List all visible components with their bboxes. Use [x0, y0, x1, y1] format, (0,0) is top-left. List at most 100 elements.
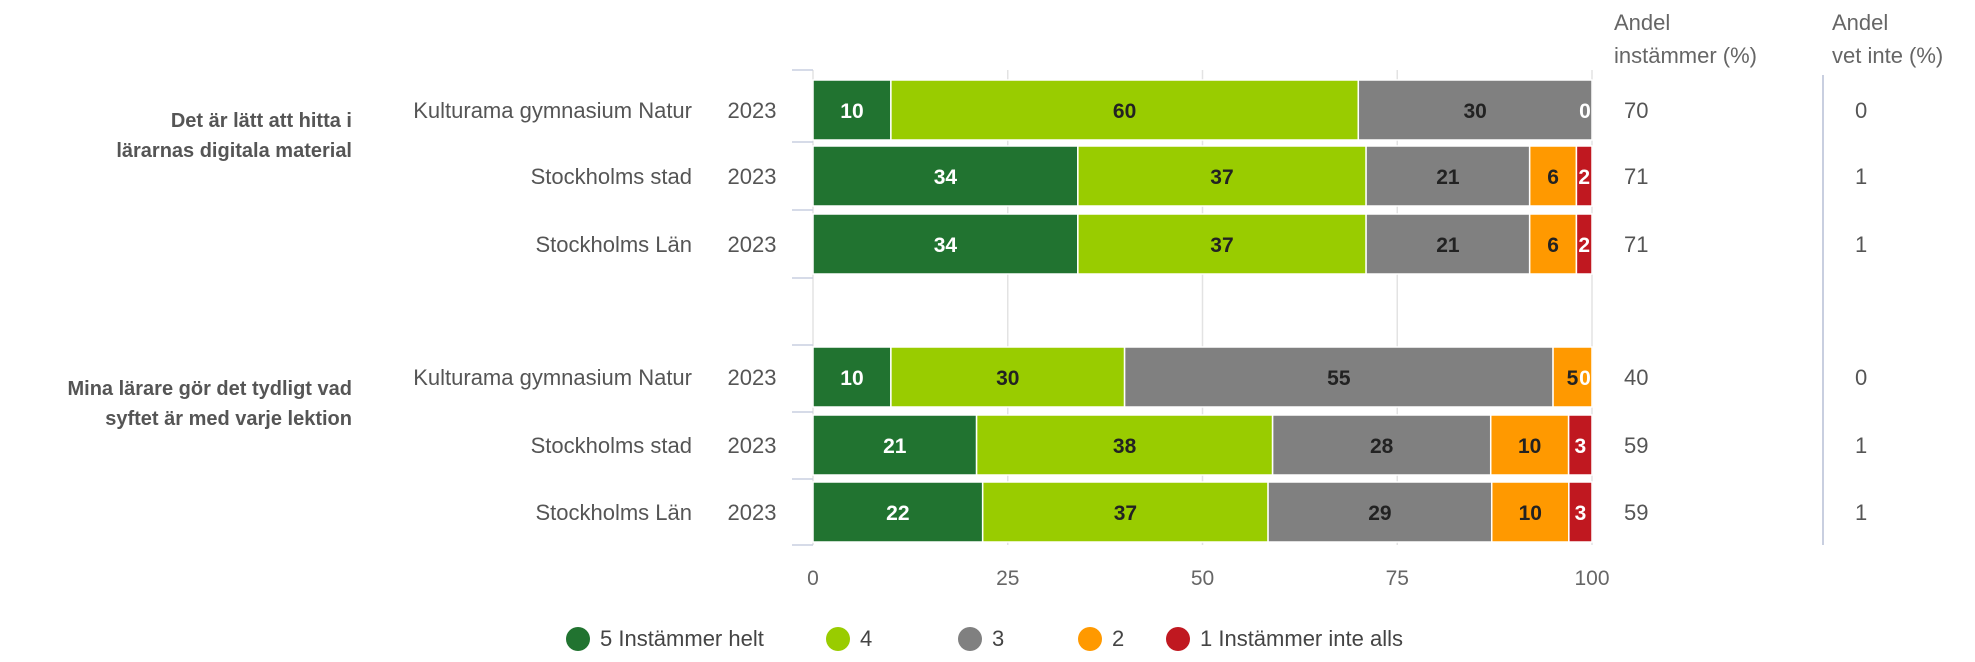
legend-label: 4 — [860, 626, 872, 651]
bar-segment[interactable] — [981, 481, 1269, 543]
agree-share-value: 59 — [1624, 500, 1648, 525]
row-label: Stockholms Län — [535, 500, 692, 525]
bar-value-label: 21 — [1436, 166, 1460, 189]
bar-segment[interactable] — [1567, 414, 1593, 476]
column-headers: Andel instämmer (%) Andel vet inte (%) — [1614, 10, 1943, 68]
x-tick-label: 0 — [807, 567, 819, 590]
row-year: 2023 — [728, 500, 777, 525]
bar-value-label: 30 — [1463, 100, 1486, 123]
legend-item[interactable]: 1 Instämmer inte alls — [1166, 626, 1403, 651]
bar-value-label: 22 — [886, 502, 909, 525]
agree-share-value: 71 — [1624, 164, 1648, 189]
agree-share-value: 40 — [1624, 365, 1648, 390]
legend-marker — [826, 627, 850, 651]
dont-know-column-header: Andel — [1832, 10, 1888, 35]
dont-know-share-value: 0 — [1855, 365, 1867, 390]
bar-segment[interactable] — [1575, 213, 1593, 275]
row-label: Kulturama gymnasium Natur — [413, 98, 692, 123]
agree-share-value: 59 — [1624, 433, 1648, 458]
bar-segment[interactable] — [1271, 414, 1492, 476]
bar-segment[interactable] — [1357, 79, 1593, 141]
bar-value-label: 34 — [934, 166, 958, 189]
bar-row: Stockholms stad 2023 21 38 28 10 3 59 1 — [531, 414, 1867, 476]
bar-segment[interactable] — [1568, 481, 1593, 543]
dont-know-column-header: vet inte (%) — [1832, 43, 1943, 68]
bar-segment[interactable] — [812, 213, 1079, 275]
bar-segment[interactable] — [1123, 346, 1554, 408]
bar-segment[interactable] — [1528, 145, 1578, 207]
x-axis: 0 25 50 75 100 — [807, 567, 1609, 590]
bar-value-label: 5 — [1567, 367, 1579, 390]
legend-item[interactable]: 5 Instämmer helt — [566, 626, 764, 651]
row-label: Stockholms stad — [531, 164, 692, 189]
dont-know-share-value: 1 — [1855, 164, 1867, 189]
legend-label: 1 Instämmer inte alls — [1200, 626, 1403, 651]
bar-segment[interactable] — [1489, 414, 1570, 476]
legend-marker — [566, 627, 590, 651]
legend-label: 2 — [1112, 626, 1124, 651]
bar-segment[interactable] — [1077, 213, 1367, 275]
legend-item[interactable]: 4 — [826, 626, 872, 651]
bar-value-label: 3 — [1574, 435, 1586, 458]
bar-row: Stockholms stad 2023 34 37 21 6 2 71 1 — [531, 145, 1867, 207]
bar-value-label: 28 — [1370, 435, 1394, 458]
legend[interactable]: 5 Instämmer helt 4 3 2 1 Instämmer inte alls — [566, 626, 1403, 651]
bar-value-label: 0 — [1579, 100, 1591, 123]
row-year: 2023 — [728, 232, 777, 257]
bar-segment[interactable] — [812, 414, 978, 476]
bar-value-label: 21 — [1436, 234, 1460, 257]
bar-segment[interactable] — [1552, 346, 1593, 408]
row-year: 2023 — [728, 365, 777, 390]
bar-value-label: 0 — [1579, 367, 1591, 390]
bar-value-label: 38 — [1113, 435, 1137, 458]
bar-value-label: 55 — [1327, 367, 1351, 390]
bar-value-label: 3 — [1575, 502, 1587, 525]
bar-value-label: 2 — [1578, 234, 1590, 257]
legend-marker — [1078, 627, 1102, 651]
bar-value-label: 34 — [934, 234, 958, 257]
dont-know-share-value: 1 — [1855, 232, 1867, 257]
x-tick-label: 75 — [1386, 567, 1409, 590]
agree-column-header: instämmer (%) — [1614, 43, 1757, 68]
bar-value-label: 21 — [883, 435, 907, 458]
bar-segment[interactable] — [1267, 481, 1493, 543]
bar-segment[interactable] — [1528, 213, 1578, 275]
legend-marker — [958, 627, 982, 651]
bar-segment[interactable] — [1575, 145, 1593, 207]
bar-value-label: 10 — [840, 100, 863, 123]
dont-know-share-value: 0 — [1855, 98, 1867, 123]
question-label: Mina lärare gör det tydligt vad — [67, 378, 352, 400]
row-year: 2023 — [728, 164, 777, 189]
bar-segment[interactable] — [975, 414, 1274, 476]
bar-value-label: 10 — [1519, 502, 1542, 525]
bar-value-label: 37 — [1210, 166, 1233, 189]
bar-segment[interactable] — [1365, 213, 1531, 275]
legend-item[interactable]: 3 — [958, 626, 1004, 651]
bar-row: Kulturama gymnasium Natur 2023 10 60 30 0 70 0 — [413, 79, 1867, 141]
x-tick-label: 25 — [996, 567, 1019, 590]
bar-value-label: 29 — [1368, 502, 1391, 525]
x-tick-label: 100 — [1574, 567, 1609, 590]
bar-segment[interactable] — [812, 481, 984, 543]
bar-value-label: 37 — [1210, 234, 1233, 257]
bar-value-label: 10 — [1518, 435, 1541, 458]
bar-row: Stockholms Län 2023 34 37 21 6 2 71 1 — [535, 213, 1867, 275]
bar-row: Stockholms Län 2023 22 37 29 10 3 59 1 — [535, 481, 1867, 543]
bar-value-label: 6 — [1547, 166, 1559, 189]
row-year: 2023 — [728, 433, 777, 458]
legend-item[interactable]: 2 — [1078, 626, 1124, 651]
dont-know-share-value: 1 — [1855, 500, 1867, 525]
bar-segment[interactable] — [890, 346, 1126, 408]
bar-segment[interactable] — [1490, 481, 1570, 543]
bar-value-label: 2 — [1578, 166, 1590, 189]
dont-know-share-value: 1 — [1855, 433, 1867, 458]
bar-value-label: 10 — [840, 367, 863, 390]
legend-label: 5 Instämmer helt — [600, 626, 764, 651]
agree-column-header: Andel — [1614, 10, 1670, 35]
bar-segment[interactable] — [1365, 145, 1531, 207]
bar-value-label: 30 — [996, 367, 1019, 390]
question-label: lärarnas digitala material — [116, 140, 352, 162]
row-label: Stockholms Län — [535, 232, 692, 257]
x-tick-label: 50 — [1191, 567, 1214, 590]
